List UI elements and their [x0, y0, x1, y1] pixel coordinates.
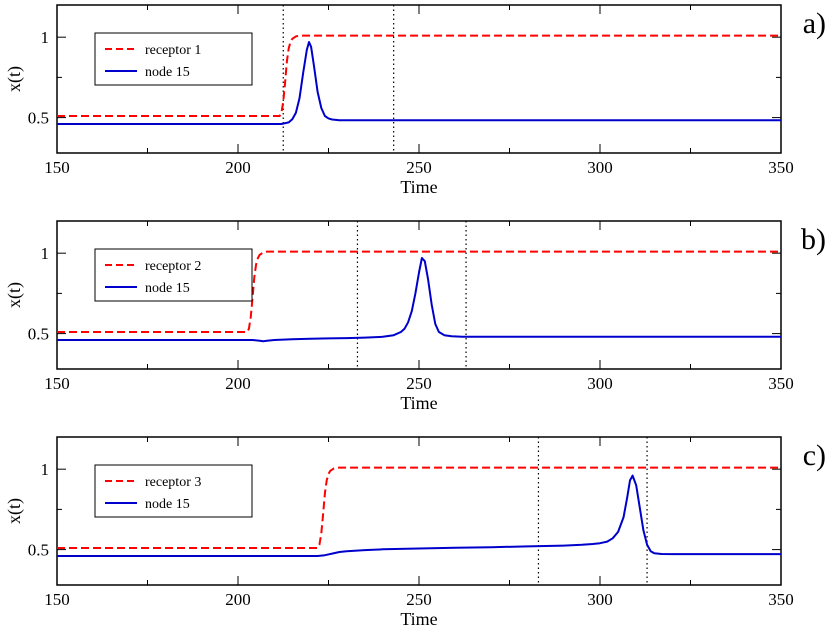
y-tick-label: 0.5	[28, 325, 49, 344]
x-axis-label: Time	[400, 177, 437, 197]
x-axis-label: Time	[400, 393, 437, 413]
y-axis-label: x(t)	[4, 282, 25, 308]
y-tick-label: 1	[41, 244, 50, 263]
x-tick-label: 350	[768, 158, 794, 177]
series-line-receptor	[57, 34, 781, 117]
series-line-node-15	[57, 474, 781, 557]
x-tick-label: 300	[587, 590, 613, 609]
y-axis-label: x(t)	[4, 498, 25, 524]
x-tick-label: 300	[587, 158, 613, 177]
x-tick-label: 350	[768, 590, 794, 609]
legend: receptor 3 node 15	[94, 464, 253, 518]
panel-label: c)	[803, 439, 826, 472]
x-tick-label: 150	[44, 158, 70, 177]
x-tick-label: 350	[768, 374, 794, 393]
panel-3: 150 200 250 300 350 0.5 1 Time x(t) c) receptor 3 n…	[4, 436, 826, 629]
y-axis-label: x(t)	[4, 66, 25, 92]
x-tick-label: 250	[406, 590, 432, 609]
x-tick-label: 200	[225, 590, 251, 609]
legend-label: node 15	[145, 65, 190, 80]
legend: receptor 2 node 15	[94, 248, 253, 302]
x-tick-label: 150	[44, 374, 70, 393]
legend-box	[94, 32, 253, 86]
panel-2: 150 200 250 300 350 0.5 1 Time x(t) b) receptor 2 n…	[4, 220, 826, 413]
series-line-node-15	[57, 257, 781, 343]
y-tick-label: 1	[41, 28, 50, 47]
legend-box	[94, 464, 253, 518]
x-tick-label: 200	[225, 374, 251, 393]
legend-label: node 15	[145, 281, 190, 296]
series-line-receptor	[57, 250, 781, 333]
y-tick-label: 0.5	[28, 109, 49, 128]
legend: receptor 1 node 15	[94, 32, 253, 86]
panel-label: a)	[803, 7, 826, 40]
x-tick-label: 150	[44, 590, 70, 609]
legend-label: receptor 2	[145, 259, 201, 274]
legend-box	[94, 248, 253, 302]
x-tick-label: 250	[406, 158, 432, 177]
legend-label: receptor 1	[145, 43, 201, 58]
legend-label: node 15	[145, 497, 190, 512]
x-tick-label: 300	[587, 374, 613, 393]
y-tick-label: 0.5	[28, 541, 49, 560]
legend-label: receptor 3	[145, 475, 201, 490]
series-line-node-15	[57, 41, 781, 125]
panel-label: b)	[801, 223, 826, 256]
y-tick-label: 1	[41, 460, 50, 479]
x-axis-label: Time	[400, 609, 437, 629]
panel-1: 150 200 250 300 350 0.5 1 Time x(t) a) receptor 1 n…	[4, 4, 826, 197]
x-tick-label: 250	[406, 374, 432, 393]
x-tick-label: 200	[225, 158, 251, 177]
